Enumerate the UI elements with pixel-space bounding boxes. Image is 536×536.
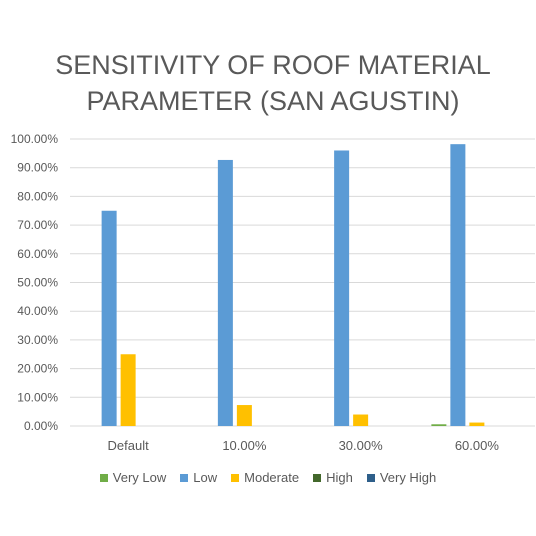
y-tick-label: 80.00%	[17, 189, 58, 203]
bar	[217, 159, 233, 427]
chart-title-line-2: PARAMETER (SAN AGUSTIN)	[86, 86, 460, 116]
x-tick-label: 30.00%	[339, 438, 384, 453]
legend-item: Very High	[366, 470, 437, 485]
chart-legend: Very Low Low Moderate High Very High	[0, 470, 536, 485]
legend-swatch	[366, 473, 375, 482]
y-tick-label: 40.00%	[17, 304, 58, 318]
legend-item: Very Low	[99, 470, 167, 485]
y-tick-label: 60.00%	[17, 247, 58, 261]
legend-label: High	[326, 470, 353, 485]
y-tick-label: 0.00%	[24, 419, 58, 433]
bar	[236, 405, 252, 426]
y-tick-label: 100.00%	[11, 132, 59, 146]
bar	[353, 414, 369, 426]
bar	[120, 354, 136, 426]
chart-title-line-1: SENSITIVITY OF ROOF MATERIAL	[55, 50, 491, 80]
bar	[469, 422, 485, 426]
y-tick-label: 10.00%	[17, 390, 58, 404]
y-tick-label: 70.00%	[17, 218, 58, 232]
legend-label: Low	[193, 470, 218, 485]
legend-item: High	[313, 470, 353, 485]
x-tick-label: 10.00%	[222, 438, 267, 453]
legend-label: Moderate	[244, 470, 300, 485]
bar	[431, 424, 447, 426]
legend-label: Very High	[379, 470, 437, 485]
bar	[334, 150, 350, 427]
legend-swatch	[313, 473, 322, 482]
legend-swatch	[231, 473, 240, 482]
x-tick-label: 60.00%	[455, 438, 500, 453]
bar	[450, 144, 466, 426]
y-tick-label: 30.00%	[17, 333, 58, 347]
legend-item: Moderate	[231, 470, 299, 485]
legend-label: Very Low	[112, 470, 167, 485]
y-tick-label: 90.00%	[17, 161, 58, 175]
y-tick-label: 20.00%	[17, 362, 58, 376]
legend-item: Low	[180, 470, 217, 485]
x-tick-label: Default	[108, 438, 150, 453]
bar	[101, 210, 117, 426]
y-tick-label: 50.00%	[17, 276, 58, 290]
legend-swatch	[180, 473, 189, 482]
legend-swatch	[99, 473, 108, 482]
